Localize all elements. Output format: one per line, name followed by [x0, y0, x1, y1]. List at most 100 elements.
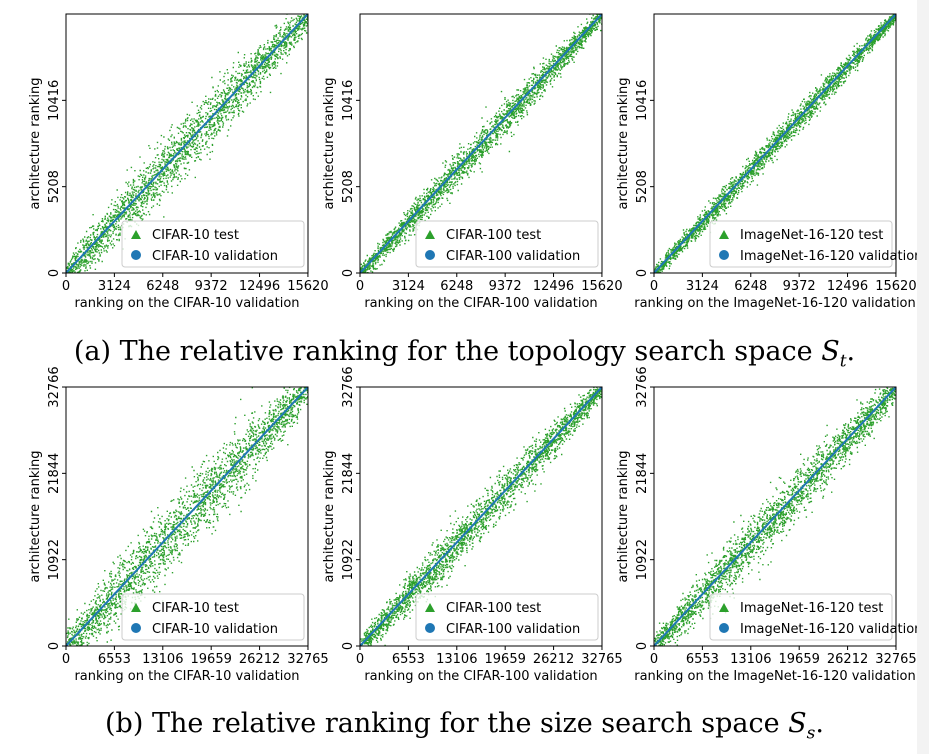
legend-test-label: ImageNet-16-120 test	[740, 228, 883, 243]
legend-test-label: CIFAR-100 test	[446, 601, 541, 616]
y-tick-label: 21844	[635, 453, 650, 494]
caption-b: (b) The relative ranking for the size se…	[0, 708, 929, 743]
x-tick-label: 13106	[142, 652, 183, 667]
legend-validation-marker	[425, 250, 435, 260]
y-axis-label: architecture ranking	[28, 451, 43, 583]
legend-box	[709, 593, 893, 641]
legend: ImageNet-16-120 test ImageNet-16-120 vali…	[709, 220, 922, 268]
x-tick-label: 3124	[392, 279, 425, 294]
y-tick-label: 5208	[47, 170, 62, 203]
x-tick-label: 12496	[827, 279, 868, 294]
y-tick-label: 10922	[635, 539, 650, 580]
x-axis-label: ranking on the CIFAR-10 validation	[74, 296, 299, 311]
y-tick-label: 10416	[635, 80, 650, 121]
caption-b-text: (b) The relative ranking for the size se…	[105, 708, 789, 739]
legend-validation-marker	[719, 623, 729, 633]
legend-validation-label: CIFAR-10 validation	[152, 622, 278, 637]
x-tick-label: 6553	[686, 652, 719, 667]
legend-box	[121, 220, 305, 268]
y-axis-label: architecture ranking	[28, 78, 43, 210]
x-axis-label: ranking on the CIFAR-10 validation	[74, 669, 299, 684]
y-axis-label: architecture ranking	[616, 78, 631, 210]
legend-validation-label: CIFAR-100 validation	[446, 249, 580, 264]
y-tick-label: 32766	[47, 366, 62, 407]
y-tick-label: 5208	[635, 170, 650, 203]
y-tick-label: 21844	[47, 453, 62, 494]
x-tick-label: 6553	[392, 652, 425, 667]
legend: CIFAR-10 test CIFAR-10 validation	[121, 593, 305, 641]
y-tick-label: 10416	[341, 80, 356, 121]
y-tick-label: 10922	[341, 539, 356, 580]
x-tick-label: 9372	[783, 279, 816, 294]
x-tick-label: 15620	[287, 279, 328, 294]
caption-a: (a) The relative ranking for the topolog…	[0, 336, 929, 371]
x-tick-label: 0	[356, 279, 364, 294]
legend-box	[709, 220, 893, 268]
y-axis-label: architecture ranking	[322, 451, 337, 583]
legend: CIFAR-10 test CIFAR-10 validation	[121, 220, 305, 268]
y-tick-label: 0	[341, 269, 356, 277]
x-tick-label: 0	[62, 652, 70, 667]
x-tick-label: 6248	[440, 279, 473, 294]
y-tick-label: 32766	[635, 366, 650, 407]
y-axis-label: architecture ranking	[322, 78, 337, 210]
legend-validation-label: ImageNet-16-120 validation	[740, 249, 922, 264]
series-validation-line	[654, 14, 896, 273]
x-tick-label: 13106	[730, 652, 771, 667]
series-validation-line	[66, 387, 308, 646]
x-tick-label: 12496	[239, 279, 280, 294]
x-tick-label: 19659	[779, 652, 820, 667]
legend-box	[121, 593, 305, 641]
x-tick-label: 3124	[686, 279, 719, 294]
legend-test-marker	[131, 230, 141, 239]
x-axis-label: ranking on the ImageNet-16-120 validatio…	[634, 669, 916, 684]
x-tick-label: 12496	[533, 279, 574, 294]
x-tick-label: 13106	[436, 652, 477, 667]
y-tick-label: 0	[47, 269, 62, 277]
x-tick-label: 9372	[195, 279, 228, 294]
legend-test-marker	[131, 603, 141, 612]
chart-panel-5: 0 6553 13106 19659 26212 32765 0 10922 21844 3276…	[616, 366, 922, 684]
x-tick-label: 0	[62, 279, 70, 294]
legend-test-marker	[425, 230, 435, 239]
x-axis-label: ranking on the ImageNet-16-120 validatio…	[634, 296, 916, 311]
legend-validation-label: CIFAR-100 validation	[446, 622, 580, 637]
x-tick-label: 15620	[875, 279, 916, 294]
x-tick-label: 3124	[98, 279, 131, 294]
x-tick-label: 26212	[827, 652, 868, 667]
legend-test-label: CIFAR-10 test	[152, 228, 239, 243]
plot-frame	[65, 13, 309, 274]
chart-panel-1: 0 3124 6248 9372 12496 15620 0 5208 10416 ranking…	[322, 13, 623, 311]
legend-test-label: ImageNet-16-120 test	[740, 601, 883, 616]
caption-b-symbol: Ss	[788, 708, 816, 744]
legend-validation-label: CIFAR-10 validation	[152, 249, 278, 264]
legend: CIFAR-100 test CIFAR-100 validation	[415, 593, 599, 641]
legend-box	[415, 593, 599, 641]
caption-a-end: .	[846, 336, 856, 367]
series-validation-line	[66, 14, 308, 273]
y-tick-label: 0	[635, 269, 650, 277]
chart-panel-3: 0 6553 13106 19659 26212 32765 0 10922 21844 3276…	[28, 366, 329, 684]
legend-test-label: CIFAR-10 test	[152, 601, 239, 616]
legend-test-label: CIFAR-100 test	[446, 228, 541, 243]
series-validation-line	[360, 14, 602, 273]
y-tick-label: 0	[635, 642, 650, 650]
x-tick-label: 19659	[485, 652, 526, 667]
legend-validation-marker	[131, 623, 141, 633]
x-tick-label: 32765	[875, 652, 916, 667]
legend: ImageNet-16-120 test ImageNet-16-120 vali…	[709, 593, 922, 641]
plot-frame	[653, 386, 897, 647]
legend-validation-marker	[131, 250, 141, 260]
legend-box	[415, 220, 599, 268]
page-edge-strip	[917, 0, 929, 754]
x-tick-label: 32765	[581, 652, 622, 667]
legend-validation-label: ImageNet-16-120 validation	[740, 622, 922, 637]
plot-frame	[359, 386, 603, 647]
x-axis-label: ranking on the CIFAR-100 validation	[364, 296, 597, 311]
x-tick-label: 26212	[533, 652, 574, 667]
x-tick-label: 0	[650, 279, 658, 294]
legend-test-marker	[425, 603, 435, 612]
caption-a-symbol: St	[821, 336, 847, 372]
legend-test-marker	[719, 230, 729, 239]
